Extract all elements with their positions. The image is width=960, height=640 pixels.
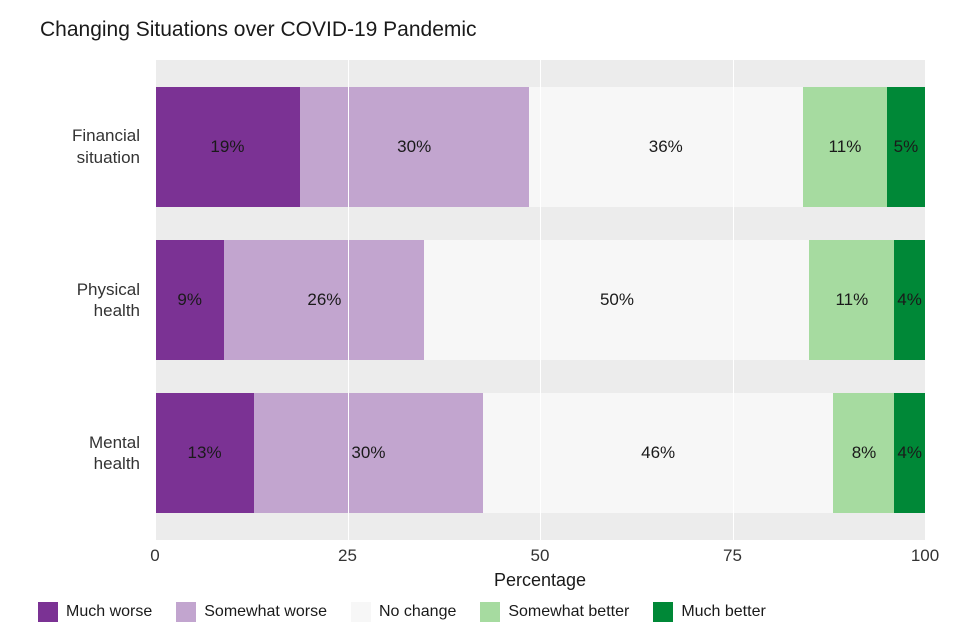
chart-title: Changing Situations over COVID-19 Pandem…	[40, 18, 477, 42]
bar-segment-much_worse: 19%	[155, 87, 300, 207]
bar-segment-somewhat_better: 11%	[803, 87, 887, 207]
chart-container: Changing Situations over COVID-19 Pandem…	[0, 0, 960, 640]
xtick-label: 0	[150, 546, 159, 566]
legend-swatch	[38, 602, 58, 622]
gridline	[348, 60, 349, 540]
xtick-label: 75	[723, 546, 742, 566]
bar-segment-much_better: 4%	[894, 240, 925, 360]
legend-label: Somewhat worse	[204, 603, 327, 621]
bar-segment-label: 13%	[188, 443, 222, 463]
bar-segment-label: 5%	[894, 137, 919, 157]
bar-segment-label: 8%	[852, 443, 877, 463]
legend-label: Much better	[681, 603, 765, 621]
bar-segment-label: 30%	[397, 137, 431, 157]
bar-segment-label: 50%	[600, 290, 634, 310]
xtick-label: 100	[911, 546, 939, 566]
legend-swatch	[351, 602, 371, 622]
bar-segment-somewhat_better: 11%	[809, 240, 894, 360]
bar-segment-label: 9%	[177, 290, 202, 310]
bar-segment-much_worse: 9%	[155, 240, 224, 360]
bar-segment-label: 36%	[649, 137, 683, 157]
legend-item-no_change: No change	[351, 602, 456, 622]
gridline	[540, 60, 541, 540]
legend-label: Somewhat better	[508, 603, 629, 621]
x-axis-label: Percentage	[155, 570, 925, 591]
bar-segment-no_change: 50%	[424, 240, 809, 360]
legend-swatch	[176, 602, 196, 622]
bar-segment-somewhat_better: 8%	[833, 393, 894, 513]
bar-segment-no_change: 46%	[483, 393, 834, 513]
ylabel-financial: Financial situation	[0, 87, 148, 207]
bar-segment-somewhat_worse: 26%	[224, 240, 424, 360]
gridline	[155, 60, 156, 540]
legend-item-somewhat_worse: Somewhat worse	[176, 602, 327, 622]
bar-segment-label: 11%	[829, 137, 862, 157]
bar-segment-much_better: 4%	[894, 393, 924, 513]
ylabel-physical: Physical health	[0, 240, 148, 360]
legend-label: No change	[379, 603, 456, 621]
bar-segment-label: 26%	[307, 290, 341, 310]
xtick-label: 50	[531, 546, 550, 566]
legend-item-much_better: Much better	[653, 602, 765, 622]
x-axis-ticks: 0255075100	[155, 540, 925, 564]
legend: Much worse Somewhat worse No change Somewha…	[38, 602, 940, 622]
ylabel-mental: Mental health	[0, 393, 148, 513]
bar-segment-label: 19%	[210, 137, 244, 157]
gridline	[925, 60, 926, 540]
bar-segment-much_worse: 13%	[155, 393, 254, 513]
gridline	[733, 60, 734, 540]
legend-item-somewhat_better: Somewhat better	[480, 602, 629, 622]
bar-segment-label: 4%	[897, 290, 922, 310]
legend-swatch	[480, 602, 500, 622]
legend-label: Much worse	[66, 603, 152, 621]
bar-segment-label: 30%	[351, 443, 385, 463]
bar-segment-somewhat_worse: 30%	[254, 393, 483, 513]
bar-segment-label: 11%	[835, 290, 868, 310]
bar-segment-label: 46%	[641, 443, 675, 463]
bar-segment-much_better: 5%	[887, 87, 925, 207]
bar-segment-label: 4%	[897, 443, 922, 463]
legend-item-much_worse: Much worse	[38, 602, 152, 622]
plot-area: 19% 30% 36% 11% 5% 9% 26% 50% 11% 4% 13% 30% 46% 8% 4%	[155, 60, 925, 540]
bar-segment-no_change: 36%	[529, 87, 803, 207]
xtick-label: 25	[338, 546, 357, 566]
y-axis-labels: Financial situation Physical health Ment…	[0, 60, 148, 540]
legend-swatch	[653, 602, 673, 622]
bar-segment-somewhat_worse: 30%	[300, 87, 529, 207]
